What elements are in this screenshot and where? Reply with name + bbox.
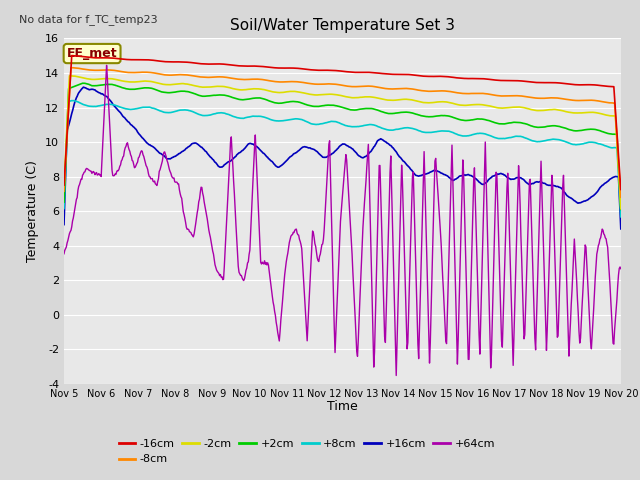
Legend: -16cm, -8cm, -2cm, +2cm, +8cm, +16cm, +64cm: -16cm, -8cm, -2cm, +2cm, +8cm, +16cm, +6… xyxy=(114,434,500,469)
Title: Soil/Water Temperature Set 3: Soil/Water Temperature Set 3 xyxy=(230,18,455,33)
Y-axis label: Temperature (C): Temperature (C) xyxy=(26,160,40,262)
Text: No data for f_TC_temp23: No data for f_TC_temp23 xyxy=(19,14,158,25)
X-axis label: Time: Time xyxy=(327,400,358,413)
Text: EE_met: EE_met xyxy=(67,47,117,60)
